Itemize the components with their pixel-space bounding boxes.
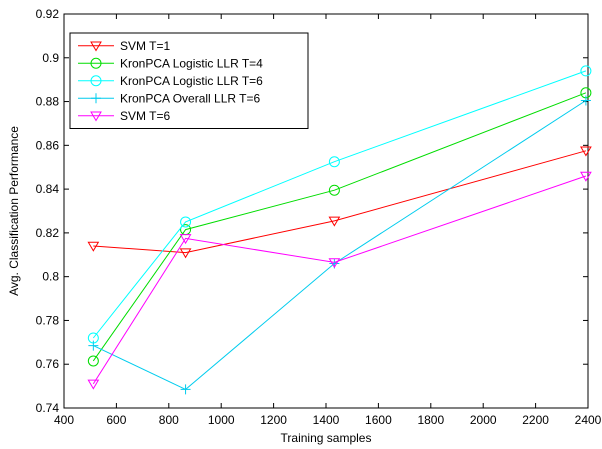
x-tick-label: 2000 [470,413,497,427]
y-tick-label: 0.76 [36,357,60,371]
data-point [580,146,592,157]
legend-item: SVM T=6 [78,109,170,123]
legend-item: KronPCA Logistic LLR T=6 [78,74,263,88]
series-4 [87,171,592,390]
y-tick-label: 0.9 [42,51,59,65]
data-point [328,156,340,168]
x-tick-label: 1400 [313,413,340,427]
data-point [328,258,341,269]
series-line [92,175,587,385]
legend-item: SVM T=1 [78,39,170,53]
y-axis-ticks: 0.74 0.76 0.78 0.8 0.82 0.84 0.86 0.88 0.9 0.92 [36,7,588,415]
data-point [580,95,591,106]
legend-marker [90,111,102,122]
series-line [92,70,587,339]
x-tick-label: 1200 [260,413,287,427]
data-point [580,171,592,182]
legend-marker [90,41,102,52]
legend-label: SVM T=1 [120,39,170,53]
legend-label: KronPCA Logistic LLR T=4 [120,56,263,70]
legend: SVM T=1 KronPCA Logistic LLR T=4 KronPCA L… [69,32,309,129]
x-tick-label: 400 [54,413,74,427]
y-axis-label: Avg. Classification Performance [7,126,21,296]
series-line [93,100,587,390]
legend-marker [91,93,101,104]
series-line [93,150,587,254]
data-point [88,340,99,351]
data-point [180,384,191,395]
legend-label: KronPCA Overall LLR T=6 [120,91,261,105]
x-tick-label: 800 [159,413,179,427]
data-point [580,65,592,77]
data-point [179,248,192,259]
y-tick-label: 0.88 [36,95,60,109]
data-point [87,241,100,252]
y-tick-label: 0.78 [36,313,60,327]
data-point [179,234,192,245]
data-point [87,379,100,390]
y-tick-label: 0.74 [36,401,60,415]
legend-marker [90,75,102,87]
y-tick-label: 0.84 [36,182,60,196]
x-axis-label: Training samples [281,431,372,445]
series-3 [88,95,591,395]
series-line [92,92,587,362]
data-point [87,355,99,367]
y-tick-label: 0.86 [36,138,60,152]
x-tick-label: 2200 [522,413,549,427]
legend-item: KronPCA Logistic LLR T=4 [78,56,263,70]
x-axis-ticks: 400 600 800 1000 1200 1400 1600 1800 2000 2200 240… [54,14,602,427]
x-tick-label: 1000 [208,413,235,427]
legend-label: SVM T=6 [120,109,170,123]
legend-item: KronPCA Overall LLR T=6 [78,91,261,105]
y-tick-label: 0.82 [36,226,60,240]
x-tick-label: 2400 [575,413,602,427]
series-layer [87,65,592,395]
y-tick-label: 0.92 [36,7,60,21]
legend-marker [90,57,102,69]
x-tick-label: 1800 [417,413,444,427]
series-1 [87,87,592,367]
series-0 [87,146,592,259]
y-tick-label: 0.8 [42,270,59,284]
legend-label: KronPCA Logistic LLR T=6 [120,74,263,88]
x-tick-label: 1600 [365,413,392,427]
x-tick-label: 600 [106,413,126,427]
data-point [328,184,340,196]
data-point [180,216,192,228]
data-point [328,216,341,227]
